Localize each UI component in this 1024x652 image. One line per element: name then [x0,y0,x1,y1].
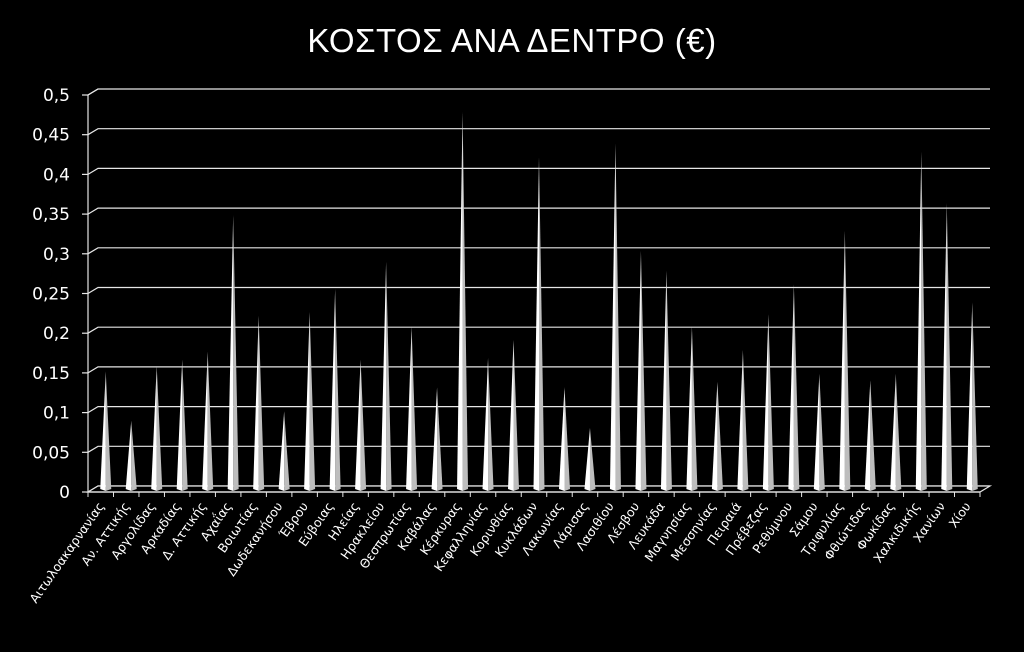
y-tick-label: 0 [59,483,70,503]
bar [584,427,596,491]
bar [915,151,927,492]
bar [304,311,316,491]
bar [762,314,774,491]
bar [482,357,494,491]
bar [660,270,672,491]
bar [890,373,902,491]
bar [864,380,876,491]
bar [329,288,341,491]
y-tick-label: 0,35 [32,205,70,225]
bar [558,387,570,491]
bar [278,411,290,491]
bar [202,351,214,491]
bar [253,315,265,491]
bar [686,326,698,491]
y-tick-label: 0,5 [43,86,70,106]
y-axis-wall [87,88,99,492]
bar [125,420,137,491]
gridline [87,207,990,215]
bar [737,350,749,491]
gridline [87,286,990,295]
bar [941,203,953,491]
bar [431,387,443,491]
bar [176,359,188,491]
bar [508,339,520,491]
y-tick-label: 0,25 [32,285,70,305]
bar [406,326,418,491]
y-tick-label: 0,2 [43,324,70,344]
bar [151,365,163,491]
bar [227,215,239,491]
y-tick-label: 0,4 [43,165,70,185]
bar [813,373,825,491]
gridline [87,88,990,96]
bar [457,111,469,491]
y-tick-label: 0,3 [43,245,70,265]
bar [788,284,800,491]
chart-title: ΚΟΣΤΟΣ ΑΝΑ ΔΕΝΤΡΟ (€) [307,22,717,59]
gridline [87,167,990,175]
x-tick-label: Χίου [946,499,974,530]
y-tick-label: 0,1 [43,404,70,424]
bar [355,359,367,491]
gridline [87,326,990,334]
y-tick-label: 0,05 [32,443,70,463]
gridline [87,247,990,255]
bar [380,261,392,491]
bar [635,250,647,491]
y-tick-label: 0,45 [32,126,70,146]
bar [839,230,851,491]
bar [966,302,978,491]
y-tick-label: 0,15 [32,364,70,384]
bar [100,371,112,491]
bar [533,157,545,491]
bar [711,381,723,491]
bar [609,143,621,492]
gridline [87,128,990,136]
